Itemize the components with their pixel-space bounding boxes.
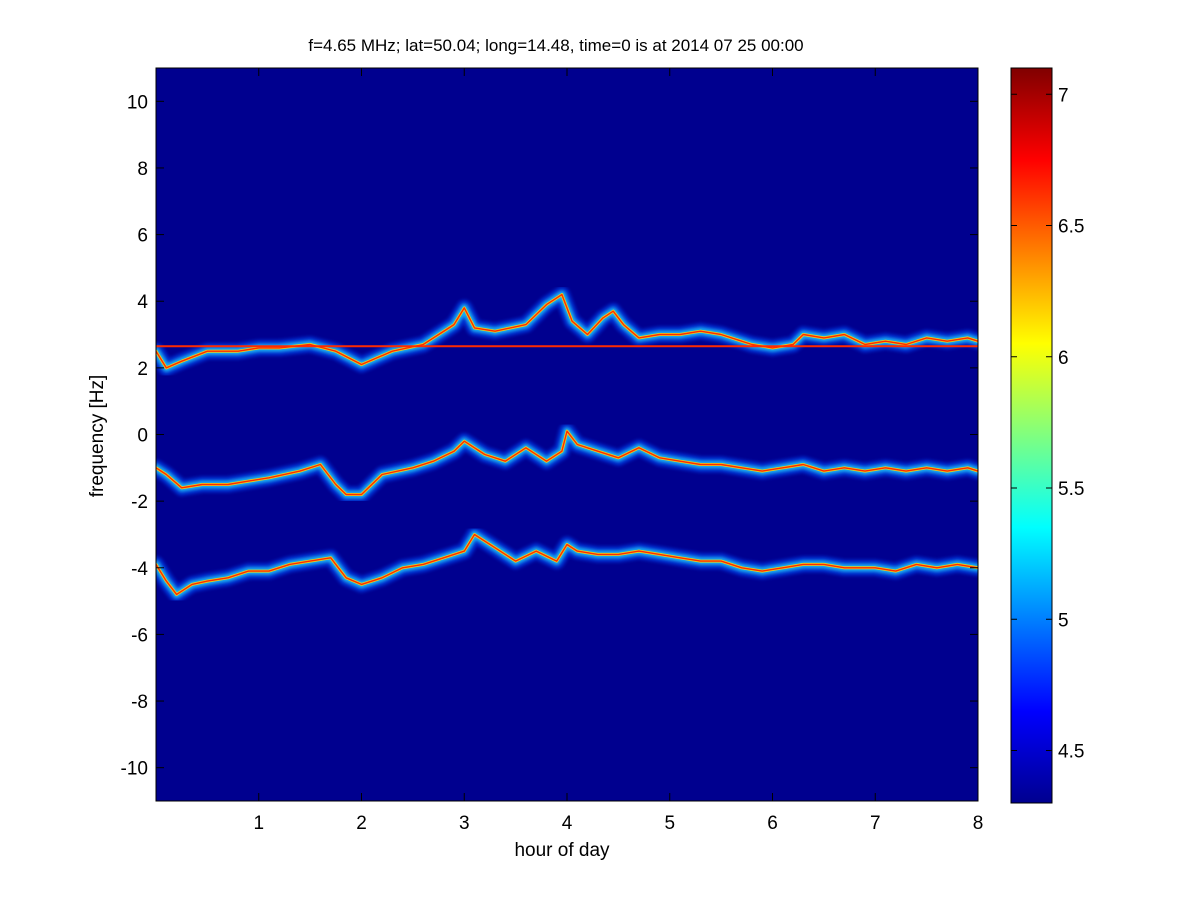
colorbar-tick-label: 7: [1058, 85, 1069, 106]
x-tick-label: 3: [459, 813, 470, 834]
y-axis-label: frequency [Hz]: [87, 375, 108, 498]
y-tick-label: 2: [137, 359, 148, 380]
x-tick-label: 6: [767, 813, 778, 834]
y-tick-label: 0: [137, 426, 148, 447]
y-tick-label: -8: [131, 692, 148, 713]
chart-title: f=4.65 MHz; lat=50.04; long=14.48, time=…: [308, 36, 803, 55]
colorbar-tick-label: 5: [1058, 610, 1069, 631]
y-axis-ticks: -10 -8 -6 -4 -2 0 2 4 6 8 10: [121, 92, 978, 780]
y-tick-label: -4: [131, 559, 148, 580]
trace-3-peak: [156, 533, 978, 596]
colorbar-gradient: [1011, 68, 1052, 803]
y-tick-label: 4: [137, 292, 148, 313]
x-tick-label: 7: [870, 813, 881, 834]
y-tick-label: 8: [137, 159, 148, 180]
x-tick-label: 1: [253, 813, 264, 834]
plot-frame: [155, 67, 979, 802]
colorbar-tick-label: 6: [1058, 348, 1069, 369]
x-tick-label: 8: [973, 813, 984, 834]
trace-1-peak: [156, 293, 978, 369]
x-axis-ticks: 1 2 3 4 5 6 7 8: [253, 68, 983, 834]
colorbar: 4.5 5 5.5 6 6.5 7: [1010, 67, 1084, 804]
x-tick-label: 5: [664, 813, 675, 834]
y-tick-label: -2: [131, 492, 148, 513]
x-axis-label: hour of day: [514, 840, 610, 861]
colorbar-tick-label: 4.5: [1058, 742, 1084, 763]
colorbar-tick-label: 6.5: [1058, 217, 1084, 238]
x-tick-label: 2: [356, 813, 367, 834]
trace-2-peak: [156, 430, 978, 496]
plot-area: 1 2 3 4 5 6 7 8 -10 -8 -6 -4 -2 0 2 4 6 8 10: [121, 67, 983, 834]
y-tick-label: -10: [121, 759, 148, 780]
colorbar-ticks: 4.5 5 5.5 6 6.5 7: [1011, 85, 1084, 763]
y-tick-label: -6: [131, 625, 148, 646]
trace-layer: [156, 286, 978, 603]
y-tick-label: 6: [137, 226, 148, 247]
x-tick-label: 4: [562, 813, 573, 834]
colorbar-tick-label: 5.5: [1058, 479, 1084, 500]
y-tick-label: 10: [127, 92, 148, 113]
colorbar-frame: [1010, 67, 1053, 804]
